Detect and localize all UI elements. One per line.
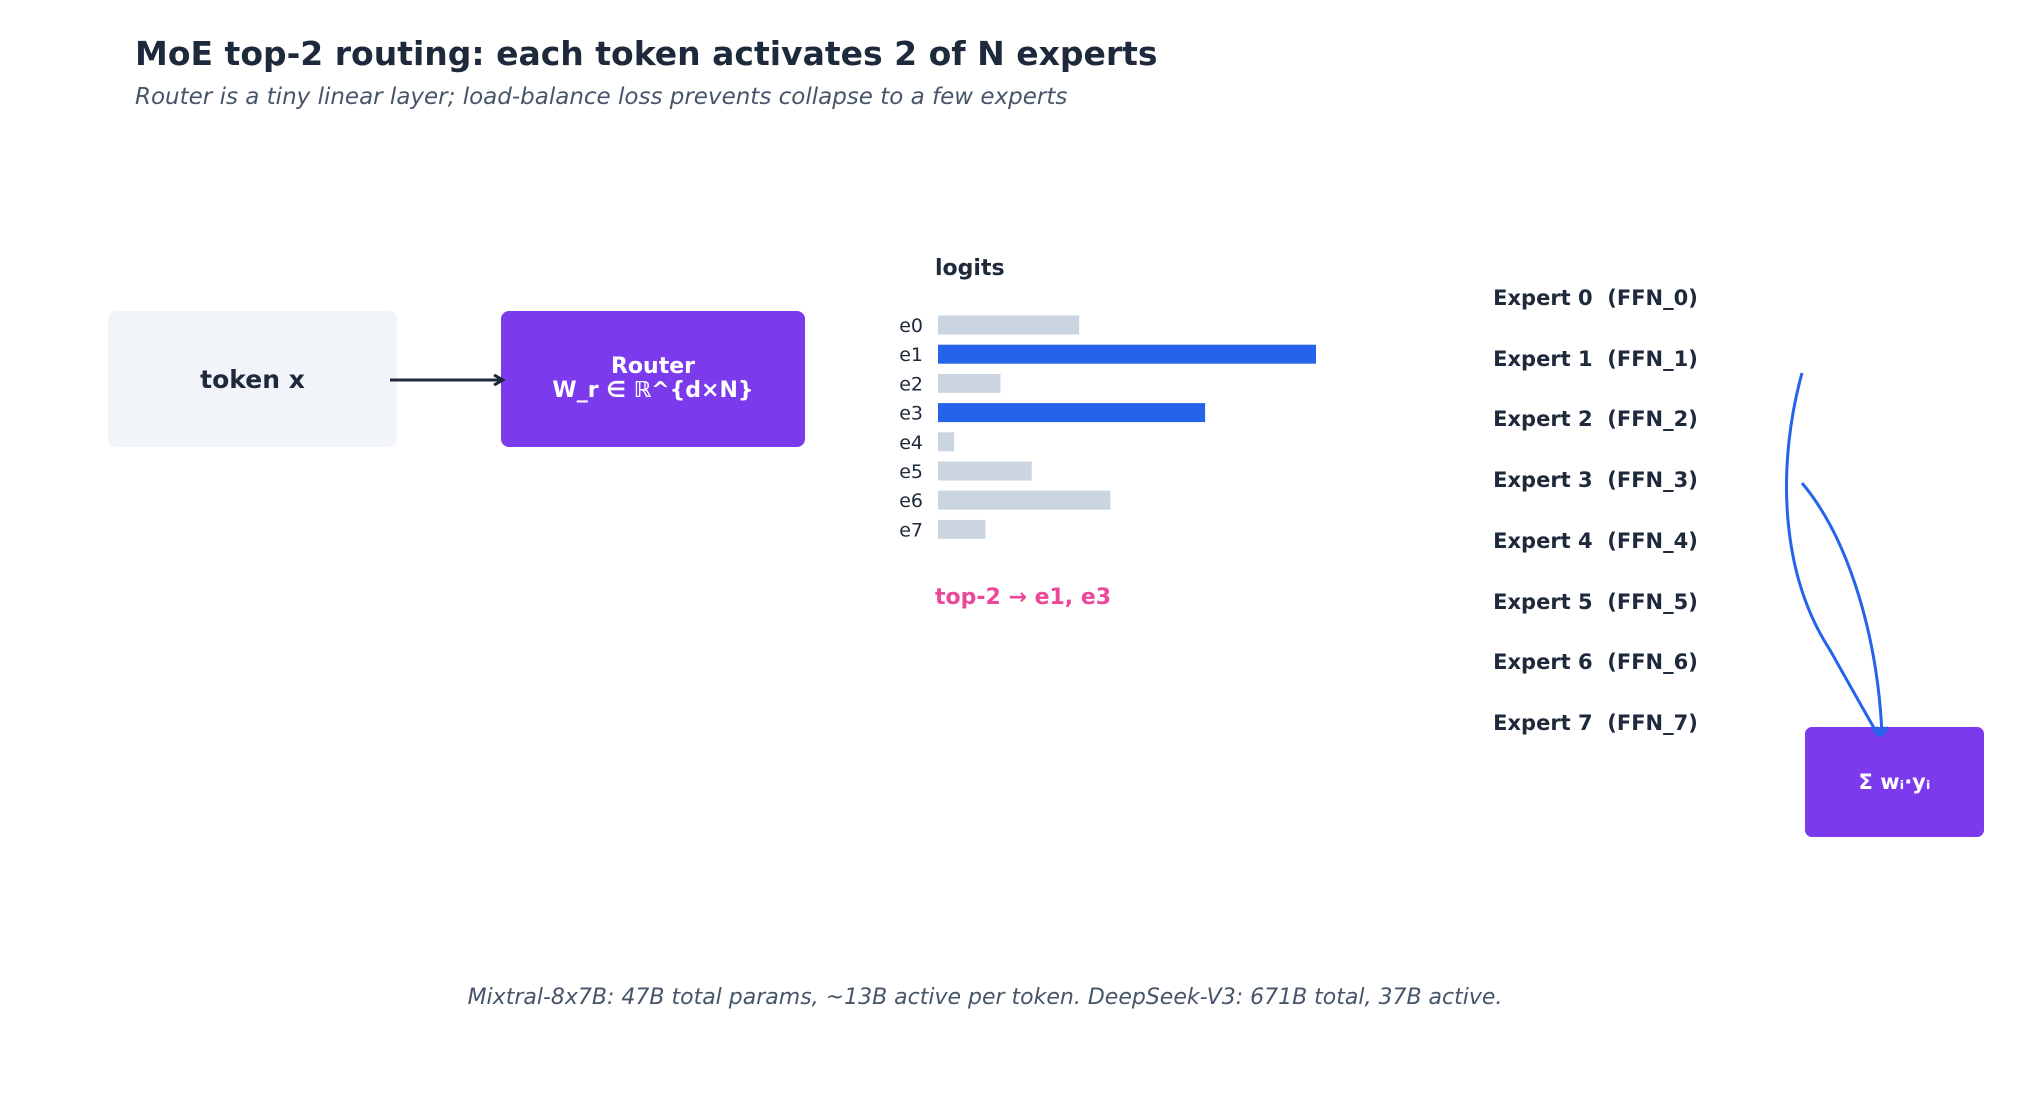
logits-bars: e0 e1 e2 e3 e4 e5 e6 e7 [899, 315, 1316, 541]
router-formula: W_r ∈ ℝ^{d×N} [552, 378, 754, 403]
logit-bar-e0 [938, 315, 1080, 335]
topk-selection-label: top-2 → e1, e3 [935, 585, 1112, 610]
logit-bar-e6 [938, 490, 1111, 510]
expert-2-box: Expert 2 (FFN_2) [1387, 392, 1804, 445]
expert-1-box: Expert 1 (FFN_1) [1387, 332, 1804, 385]
logit-bar-e4 [938, 432, 955, 452]
logit-label-e7: e7 [899, 519, 923, 541]
expert-7-label: Expert 7 (FFN_7) [1493, 710, 1698, 735]
logit-bar-e2 [938, 373, 1001, 393]
router-box: Router W_r ∈ ℝ^{d×N} [501, 311, 805, 447]
logit-label-e2: e2 [899, 373, 923, 395]
logit-label-e4: e4 [899, 432, 923, 454]
expert-3-label: Expert 3 (FFN_3) [1493, 467, 1698, 492]
weighted-sum-box: Σ wᵢ·yᵢ [1805, 727, 1984, 837]
token-label: token x [200, 364, 305, 394]
expert-0-label: Expert 0 (FFN_0) [1493, 285, 1698, 310]
logit-bar-e1 [938, 344, 1316, 364]
expert-1-to-sum-arrow [1785, 372, 1878, 735]
router-title: Router [610, 354, 695, 379]
expert-7-box: Expert 7 (FFN_7) [1387, 696, 1804, 749]
logit-label-e3: e3 [899, 403, 923, 425]
logit-bar-e7 [938, 519, 986, 539]
logit-label-e0: e0 [899, 315, 923, 337]
page-subtitle: Router is a tiny linear layer; load-bala… [135, 84, 1068, 110]
expert-5-box: Expert 5 (FFN_5) [1387, 575, 1804, 628]
expert-6-label: Expert 6 (FFN_6) [1493, 649, 1698, 674]
token-box: token x [108, 311, 397, 447]
footnote: Mixtral-8x7B: 47B total params, ~13B act… [467, 985, 1503, 1010]
logit-label-e1: e1 [899, 344, 923, 366]
expert-0-box: Expert 0 (FFN_0) [1387, 271, 1804, 324]
logit-label-e6: e6 [899, 490, 923, 512]
expert-5-label: Expert 5 (FFN_5) [1493, 589, 1698, 614]
expert-3-box: Expert 3 (FFN_3) [1387, 453, 1804, 506]
expert-6-box: Expert 6 (FFN_6) [1387, 635, 1804, 688]
logits-chart-title: logits [935, 256, 1005, 281]
expert-1-label: Expert 1 (FFN_1) [1493, 346, 1698, 371]
expert-4-label: Expert 4 (FFN_4) [1493, 528, 1698, 553]
logit-bar-e5 [938, 461, 1032, 481]
weighted-sum-label: Σ wᵢ·yᵢ [1858, 770, 1931, 794]
logit-bar-e3 [938, 403, 1206, 423]
logit-label-e5: e5 [899, 461, 923, 483]
page-title: MoE top-2 routing: each token activates … [135, 34, 1158, 73]
expert-4-box: Expert 4 (FFN_4) [1387, 514, 1804, 567]
expert-3-to-sum-arrow [1800, 482, 1882, 735]
expert-2-label: Expert 2 (FFN_2) [1493, 406, 1698, 431]
